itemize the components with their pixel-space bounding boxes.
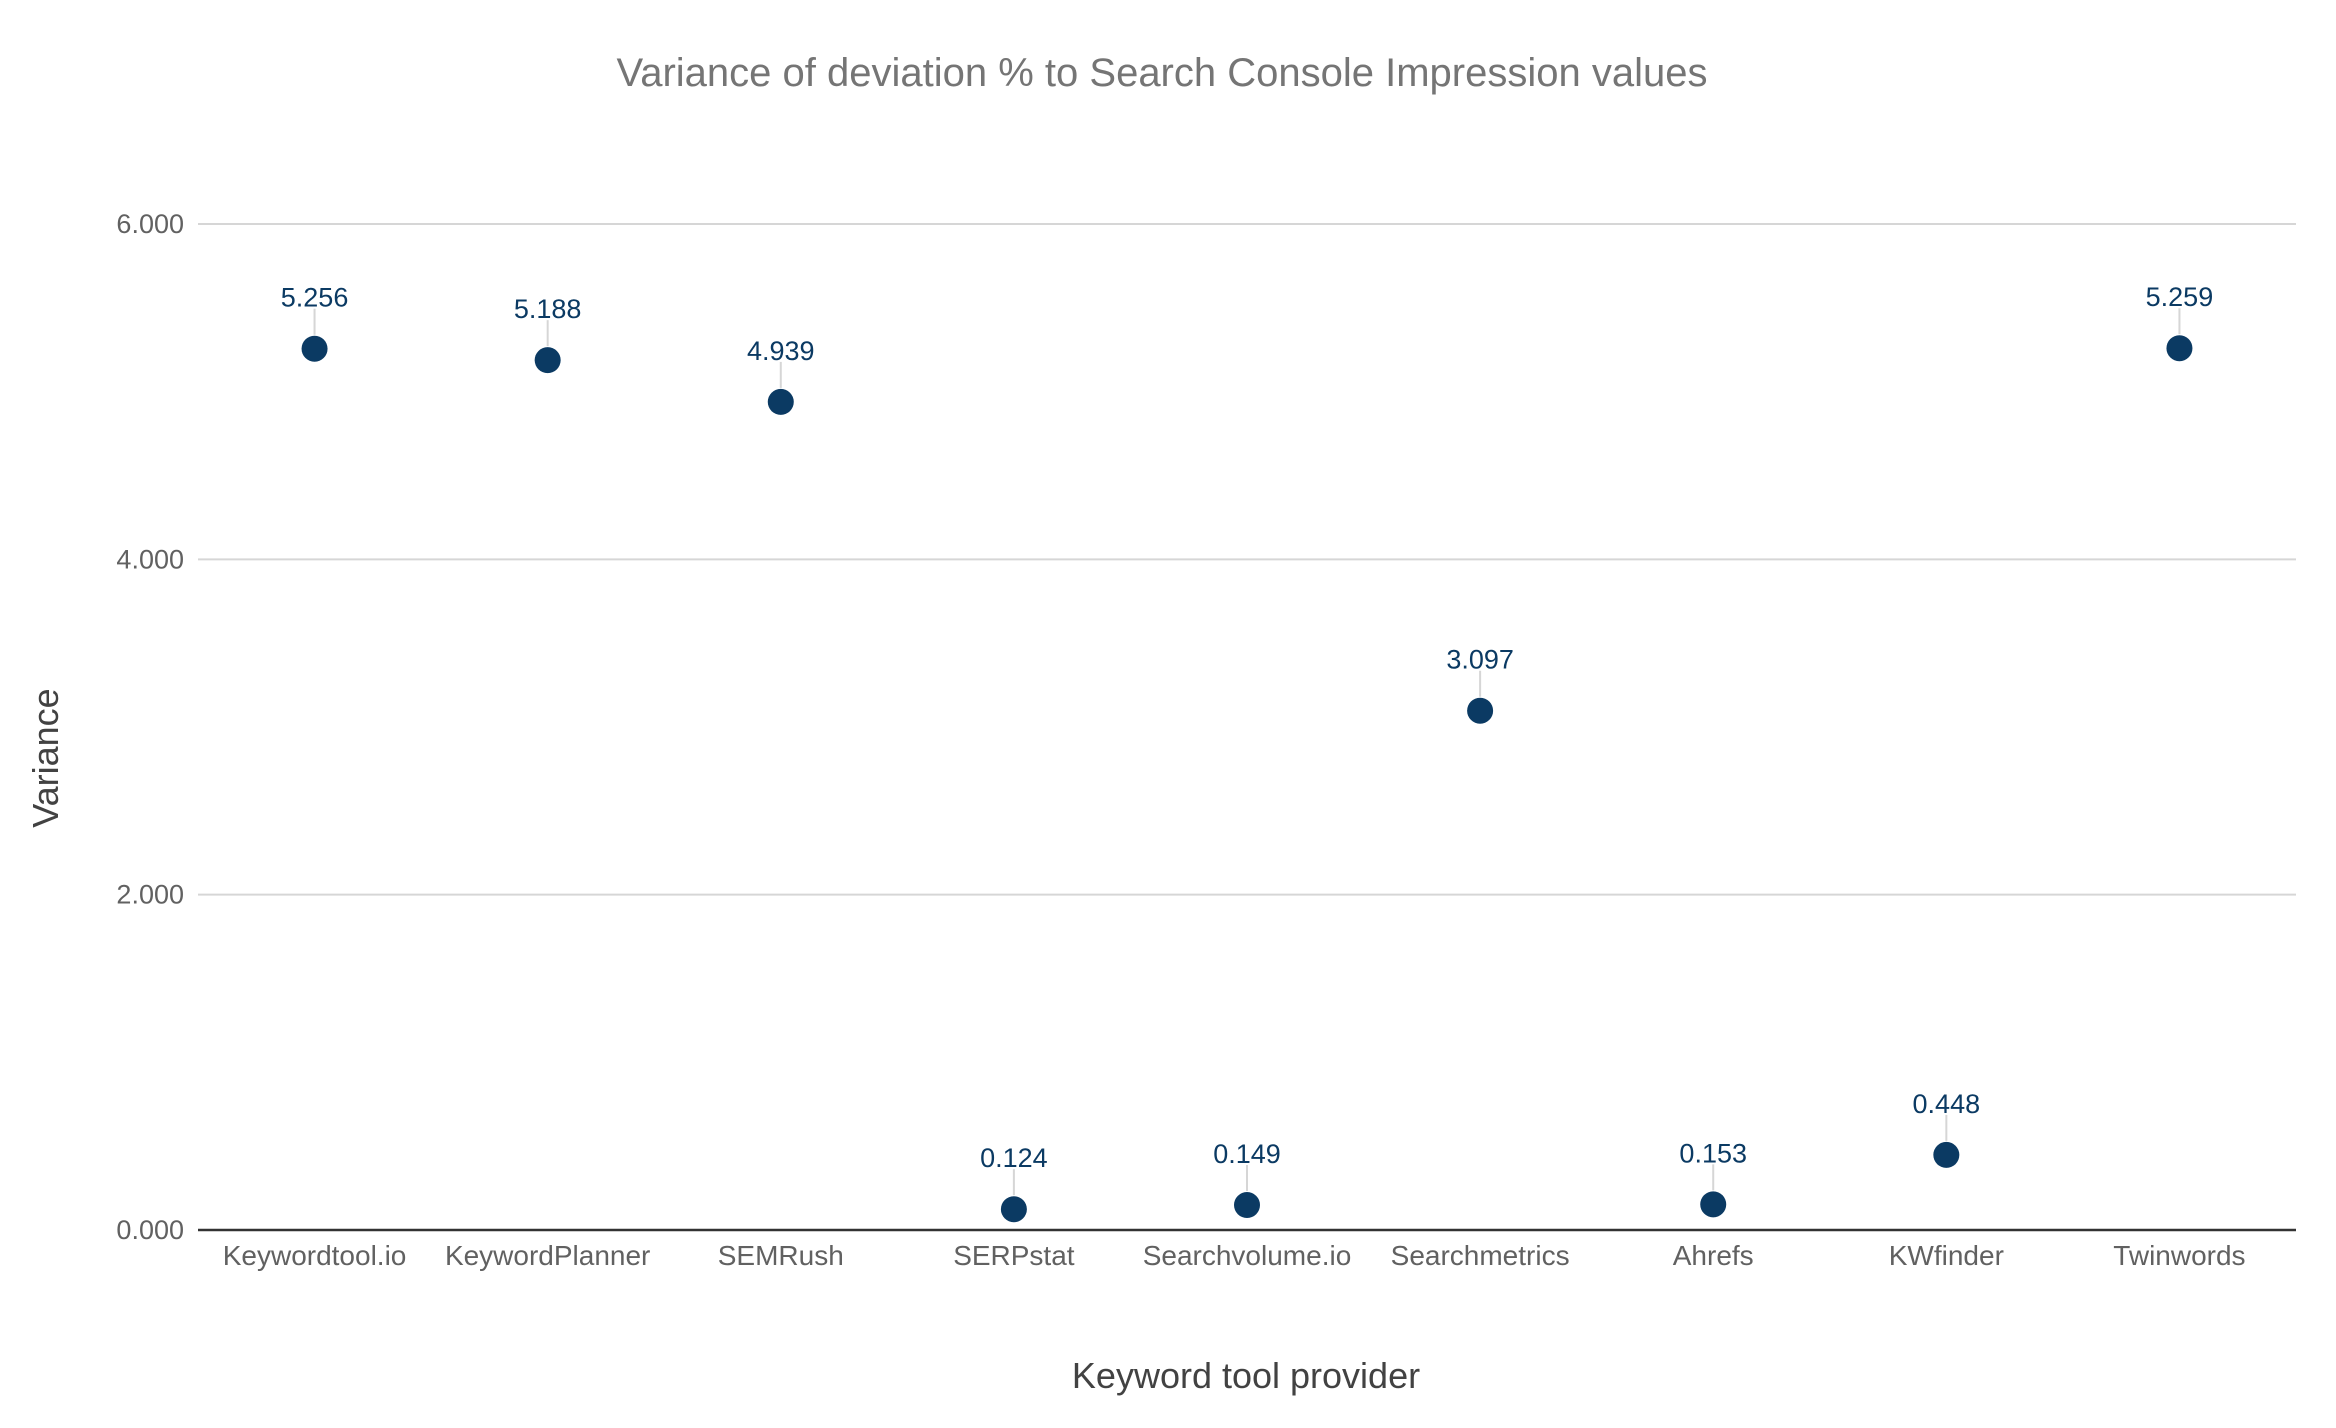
y-tick-label: 6.000 [116,209,184,239]
data-label: 5.256 [281,283,349,313]
data-point [534,347,561,374]
y-tick-label: 0.000 [116,1215,184,1245]
data-point [1933,1141,1960,1168]
x-tick-label: Twinwords [2113,1240,2245,1271]
x-axis-title: Keyword tool provider [1072,1355,1420,1396]
x-tick-label: Keywordtool.io [223,1240,407,1271]
y-axis-title: Variance [25,688,66,827]
x-tick-label: SEMRush [718,1240,844,1271]
data-point [767,388,794,415]
y-tick-label: 2.000 [116,880,184,910]
x-tick-label: Searchvolume.io [1143,1240,1352,1271]
data-point [1700,1191,1727,1218]
gridlines [198,223,2296,896]
x-axis-categories: Keywordtool.io KeywordPlanner SEMRush SERPs… [223,1240,2246,1271]
x-tick-label: SERPstat [953,1240,1075,1271]
data-point [2166,335,2193,362]
data-label-leaders [313,308,2181,1196]
data-label: 0.124 [980,1143,1048,1173]
data-labels: 5.256 5.188 4.939 0.124 0.149 3.097 0.153 0.448… [281,282,2213,1173]
y-axis-ticks: 0.000 2.000 4.000 6.000 [116,209,184,1245]
data-label: 0.448 [1913,1089,1981,1119]
data-label: 4.939 [747,336,815,366]
data-label: 0.149 [1213,1139,1281,1169]
x-tick-label: KWfinder [1889,1240,2004,1271]
data-label: 0.153 [1679,1138,1747,1168]
y-tick-label: 4.000 [116,544,184,574]
data-point [1467,697,1494,724]
data-point [301,335,328,362]
x-tick-label: Searchmetrics [1391,1240,1570,1271]
data-points [301,335,2193,1223]
x-tick-label: Ahrefs [1673,1240,1754,1271]
chart-title: Variance of deviation % to Search Consol… [617,51,1708,95]
data-label: 5.259 [2146,282,2214,312]
data-label: 3.097 [1446,645,1514,675]
x-tick-label: KeywordPlanner [445,1240,650,1271]
data-point [1234,1192,1260,1219]
data-point [1000,1196,1027,1223]
data-label: 5.188 [514,294,582,324]
